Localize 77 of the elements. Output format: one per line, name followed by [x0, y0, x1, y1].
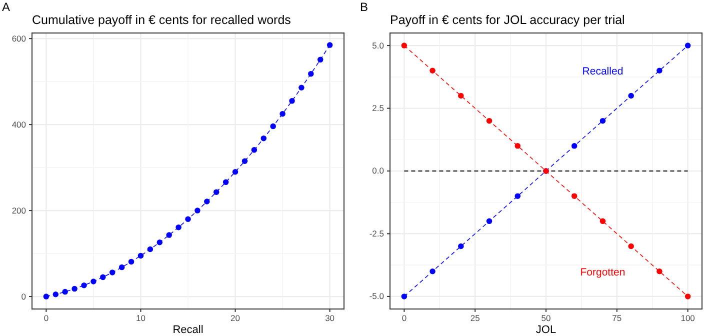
point [270, 123, 276, 130]
x-tick-label: 25 [470, 313, 480, 324]
point [571, 193, 578, 199]
x-tick-label: 100 [680, 313, 696, 324]
y-tick-label: 600 [12, 33, 26, 44]
point [260, 135, 267, 142]
y-tick-label: -5.0 [369, 291, 384, 302]
x-axis-title: JOL [536, 324, 556, 336]
point [222, 179, 229, 186]
text: A [2, 0, 10, 14]
point [147, 246, 154, 252]
point [62, 288, 68, 295]
point [156, 239, 163, 246]
point [514, 193, 521, 199]
chart-title: Cumulative payoff in € cents for recalled words [32, 13, 291, 27]
point [656, 268, 662, 274]
x-tick-label: 0 [402, 313, 407, 324]
x-tick-label: 30 [325, 313, 335, 324]
point [43, 294, 50, 300]
point [194, 208, 200, 214]
point [251, 147, 258, 153]
y-tick-label: 5.0 [372, 40, 384, 50]
point [600, 118, 606, 124]
point [90, 278, 96, 284]
point [138, 252, 144, 259]
x-tick-label: 10 [136, 313, 146, 324]
series-label: Forgotten [580, 266, 626, 278]
point [242, 158, 248, 164]
series-label: Recalled [582, 66, 624, 78]
y-tick-label: 0.0 [372, 166, 384, 176]
point [486, 118, 492, 124]
point [571, 143, 578, 149]
point [232, 168, 238, 175]
point [109, 270, 116, 276]
point [52, 292, 59, 298]
point [204, 198, 210, 204]
point [458, 243, 464, 250]
point [213, 189, 220, 195]
text: B [360, 0, 368, 14]
x-axis-title: Recall [172, 324, 204, 336]
x-tick-label: 20 [230, 313, 240, 324]
point [308, 70, 314, 77]
point [401, 294, 408, 300]
x-tick-label: 75 [612, 313, 622, 324]
point [317, 56, 324, 63]
point [166, 232, 172, 238]
y-tick-label: -2.5 [369, 228, 384, 238]
point [185, 216, 191, 222]
point [514, 143, 521, 149]
y-tick-label: 2.5 [372, 102, 384, 113]
y-tick-label: 400 [12, 119, 26, 130]
chart-title: Payoff in € cents for JOL accuracy per trial [390, 13, 625, 27]
point [298, 84, 304, 90]
x-tick-label: 50 [541, 313, 551, 324]
y-tick-label: 200 [12, 205, 26, 216]
point [628, 243, 634, 250]
point [684, 294, 691, 300]
point [486, 218, 492, 224]
point [430, 268, 436, 274]
point [72, 286, 78, 292]
point [100, 274, 106, 280]
point [430, 68, 436, 74]
y-tick-label: 0 [21, 291, 26, 302]
point [326, 42, 333, 48]
point [458, 92, 464, 99]
x-tick-label: 0 [44, 313, 49, 324]
point [176, 224, 182, 230]
point [289, 98, 295, 104]
point [81, 282, 87, 288]
point [118, 264, 125, 270]
point [600, 218, 606, 224]
point [401, 42, 408, 48]
point [128, 258, 134, 265]
point [280, 110, 286, 117]
point [656, 68, 662, 74]
point [684, 42, 691, 48]
point [628, 92, 634, 99]
